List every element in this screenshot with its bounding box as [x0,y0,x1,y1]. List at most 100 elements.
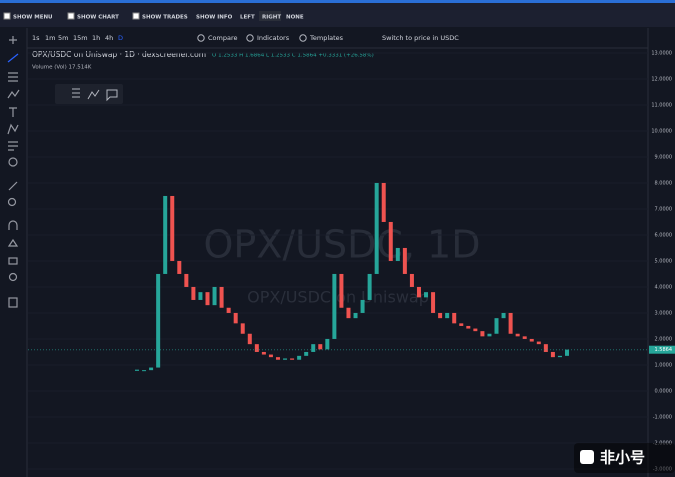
menu-item[interactable]: LEFT [240,15,255,21]
icon-pattern [7,123,19,135]
icon-text [9,107,17,117]
menu-item[interactable]: RIGHT [262,15,281,21]
candle [381,182,386,222]
checkbox[interactable] [132,12,140,20]
button-icon[interactable] [197,34,205,42]
candle [226,307,231,313]
interval[interactable]: 15m [73,34,88,42]
candle [402,247,407,274]
top-strip [0,0,675,3]
button-icon[interactable] [246,34,254,42]
icon-hide [8,272,18,282]
y-tick-label: 13.0000 [651,50,672,56]
top-bar [0,0,675,27]
candle [353,312,358,319]
button-icon[interactable] [299,34,307,42]
candle [149,367,154,371]
y-tick-label: -3.0000 [653,466,672,472]
candle [247,333,252,345]
candle [318,344,323,350]
candle [290,358,295,360]
candle [374,182,379,274]
candle [177,260,182,274]
candle [360,299,365,313]
icon-line [7,53,19,63]
floating-toolbar [55,84,123,104]
tab-active[interactable] [259,11,281,21]
candle [452,312,457,324]
corner-logo: 非小号 [600,449,645,467]
interval[interactable]: 1m [45,34,55,42]
icon-cross [9,36,17,44]
y-tick-label: 2.0000 [655,336,673,342]
candle [332,273,337,339]
candle [170,195,175,261]
y-tick-label: 0.0000 [655,388,673,394]
y-tick-label: -1.0000 [653,414,672,420]
candle [283,358,288,360]
interval[interactable]: 1h [92,34,100,42]
candle [431,292,436,313]
interval[interactable]: 4h [105,34,113,42]
menu-item[interactable]: SHOW CHART [77,15,119,21]
toolbar-button[interactable]: Indicators [257,34,290,42]
last-price-tag [649,345,675,354]
interval[interactable]: D [118,34,123,42]
menu-item[interactable]: NONE [286,15,304,21]
y-tick-label: 1.0000 [655,362,673,368]
toolbar-button[interactable]: Switch to price in USDC [382,34,459,42]
icon-shapes [8,157,18,167]
y-tick-label: 5.0000 [655,258,673,264]
toolbar-button[interactable]: Templates [309,34,344,42]
menu-item[interactable]: SHOW TRADES [142,15,188,21]
toolbar-button[interactable]: Compare [208,34,238,42]
last-price-label: 1.5864 [655,347,673,353]
candle [156,273,161,368]
candle [501,312,506,319]
y-tick-label: 10.0000 [651,128,672,134]
candle [529,338,534,342]
toolbar [0,28,675,48]
interval[interactable]: 5m [58,34,68,42]
icon-ruler [8,181,18,191]
icon-forecast [8,141,18,151]
candle [416,286,421,298]
candle [275,357,280,360]
candle [550,351,555,358]
candle [142,370,147,372]
candle [346,307,351,319]
watermark-subtitle: OPX/USDC on Uniswap [247,288,429,307]
checkbox[interactable] [3,12,11,20]
tool-icons [7,36,20,308]
menu-item[interactable]: SHOW MENU [13,15,53,21]
candle [240,323,245,334]
icon-eye [8,257,18,265]
y-tick-label: 11.0000 [651,102,672,108]
corner-logo-box: 非小号 [574,443,675,473]
floating-icons [72,88,118,102]
candle [522,336,527,339]
icon-lock [7,238,19,247]
watermark-symbol: OPX/USDC, 1D [204,223,481,267]
candle [487,333,492,337]
candle [304,351,309,356]
icon-zoom [7,197,17,207]
y-tick-label: 12.0000 [651,76,672,82]
icon-trash [8,297,18,308]
interval[interactable]: 1s [32,34,40,42]
y-tick-label: 6.0000 [655,232,673,238]
legend-title: OPX/USDC on Uniswap · 1D · dexscreener.c… [32,50,206,59]
candle [191,286,196,300]
candle [473,328,478,332]
candle [219,286,224,308]
candle [163,195,168,274]
candle [297,355,302,360]
checkbox[interactable] [67,12,75,20]
candle [212,286,217,306]
candle [466,325,471,329]
candle [268,354,273,358]
candle [135,369,139,371]
candle [557,355,562,358]
menu-item[interactable]: SHOW INFO [196,15,233,21]
